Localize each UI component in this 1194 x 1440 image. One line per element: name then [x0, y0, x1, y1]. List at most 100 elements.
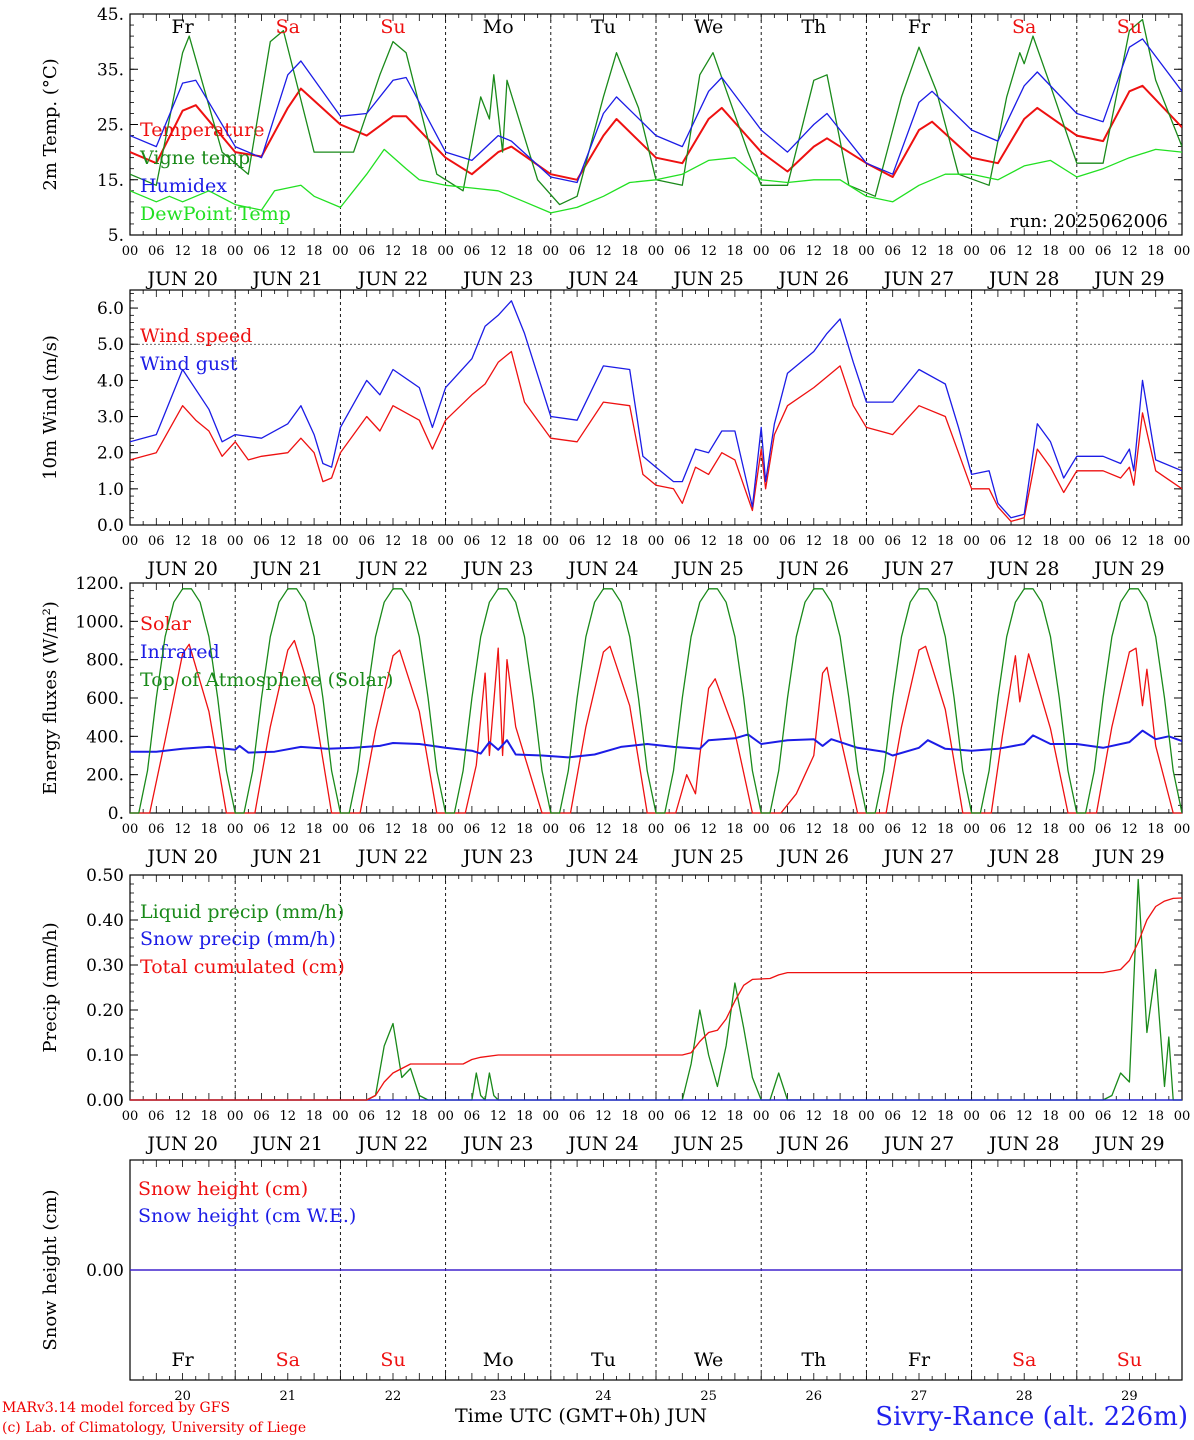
- hour-label: 12: [174, 822, 191, 837]
- legend-entry: Vigne temp: [139, 147, 250, 169]
- hour-label: 00: [648, 822, 665, 837]
- hour-label: 18: [411, 1109, 428, 1124]
- series-line-dewpoint-temp: [130, 148, 1182, 214]
- hour-label: 00: [858, 534, 875, 549]
- hour-label: 06: [464, 244, 481, 259]
- hour-label: 06: [148, 244, 165, 259]
- hour-label: 18: [411, 244, 428, 259]
- hour-label: 00: [437, 1109, 454, 1124]
- hour-label: 12: [1016, 822, 1033, 837]
- hour-label: 00: [332, 534, 349, 549]
- day-label: JUN 21: [251, 268, 323, 290]
- day-label: JUN 28: [987, 558, 1059, 580]
- hour-label: 12: [490, 1109, 507, 1124]
- day-label: JUN 27: [882, 846, 954, 868]
- hour-label: 06: [464, 822, 481, 837]
- day-label: JUN 21: [251, 558, 323, 580]
- weekday-name-top: Su: [1117, 16, 1142, 38]
- hour-label: 00: [648, 1109, 665, 1124]
- day-label: JUN 22: [356, 268, 428, 290]
- hour-label: 06: [884, 822, 901, 837]
- weekday-name-bottom: Su: [1117, 1349, 1142, 1371]
- day-label: JUN 24: [566, 1133, 638, 1155]
- hour-label: 18: [621, 244, 638, 259]
- hour-label: 12: [700, 534, 717, 549]
- day-label: JUN 20: [145, 558, 217, 580]
- hour-label: 00: [963, 534, 980, 549]
- hour-label: 18: [621, 822, 638, 837]
- hour-label: 06: [674, 244, 691, 259]
- hour-label: 00: [963, 1109, 980, 1124]
- hour-label: 06: [779, 1109, 796, 1124]
- hour-label: 06: [674, 1109, 691, 1124]
- hour-label: 06: [569, 1109, 586, 1124]
- hour-label: 00: [227, 244, 244, 259]
- day-label: JUN 27: [882, 558, 954, 580]
- hour-label: 18: [306, 1109, 323, 1124]
- legend-entry: DewPoint Temp: [140, 203, 291, 225]
- hour-label: 06: [990, 534, 1007, 549]
- y-tick-label: 5.0: [97, 335, 124, 355]
- weekday-name-top: We: [694, 16, 723, 38]
- series-line-vigne-temp: [130, 18, 1182, 206]
- hour-label: 00: [1174, 1109, 1191, 1124]
- series-line-solar: [130, 639, 1182, 814]
- hour-label: 12: [1016, 1109, 1033, 1124]
- day-label: JUN 22: [356, 846, 428, 868]
- hour-label: 00: [227, 822, 244, 837]
- day-label: JUN 23: [461, 558, 533, 580]
- day-label: JUN 24: [566, 558, 638, 580]
- hour-label: 12: [700, 244, 717, 259]
- hour-label: 18: [516, 1109, 533, 1124]
- hour-label: 06: [148, 534, 165, 549]
- series-line-liquid-precip-mm-h-: [130, 878, 1182, 1101]
- hour-label: 06: [569, 244, 586, 259]
- hour-label: 00: [648, 244, 665, 259]
- legend-entry: Infrared: [140, 641, 220, 663]
- hour-label: 18: [1042, 534, 1059, 549]
- hour-label: 12: [595, 1109, 612, 1124]
- weekday-name-bottom: Sa: [276, 1349, 300, 1371]
- hour-label: 18: [306, 244, 323, 259]
- series-line-total-cumulated-cm-: [130, 897, 1182, 1101]
- hour-label: 12: [806, 534, 823, 549]
- weekday-name-top: Fr: [908, 16, 931, 38]
- weekday-name-top: Tu: [591, 16, 616, 38]
- hour-label: 06: [358, 534, 375, 549]
- day-label: JUN 22: [356, 1133, 428, 1155]
- day-label: JUN 25: [671, 268, 743, 290]
- hour-label: 06: [779, 534, 796, 549]
- model-credit-line: MARv3.14 model forced by GFS: [2, 1400, 231, 1416]
- hour-label: 00: [332, 1109, 349, 1124]
- hour-label: 18: [411, 534, 428, 549]
- day-label: JUN 21: [251, 1133, 323, 1155]
- day-label: JUN 23: [461, 846, 533, 868]
- day-label: JUN 27: [882, 268, 954, 290]
- y-tick-label: 4.0: [97, 371, 124, 391]
- day-number: 25: [700, 1389, 717, 1404]
- weekday-name-top: Su: [380, 16, 405, 38]
- weekday-name-bottom: Fr: [171, 1349, 194, 1371]
- hour-label: 06: [990, 1109, 1007, 1124]
- series-line-top-of-atmosphere-solar-: [130, 588, 1182, 814]
- legend-entry: Snow precip (mm/h): [140, 928, 336, 950]
- y-axis-title: 10m Wind (m/s): [40, 335, 61, 480]
- weekday-name-top: Mo: [483, 16, 514, 38]
- weekday-name-top: Th: [801, 16, 826, 38]
- day-number: 24: [595, 1389, 612, 1404]
- y-tick-label: 35.: [97, 60, 124, 80]
- hour-label: 12: [174, 1109, 191, 1124]
- hour-label: 00: [858, 822, 875, 837]
- hour-label: 06: [358, 1109, 375, 1124]
- hour-label: 06: [990, 822, 1007, 837]
- hour-label: 18: [621, 534, 638, 549]
- hour-label: 00: [858, 244, 875, 259]
- hour-label: 18: [1147, 534, 1164, 549]
- y-tick-label: 1.0: [97, 480, 124, 500]
- copyright-line: (c) Lab. of Climatology, University of L…: [2, 1420, 307, 1436]
- y-tick-label: 0.00: [86, 1091, 124, 1111]
- hour-label: 00: [332, 822, 349, 837]
- weekday-name-bottom: Tu: [591, 1349, 616, 1371]
- hour-label: 18: [832, 244, 849, 259]
